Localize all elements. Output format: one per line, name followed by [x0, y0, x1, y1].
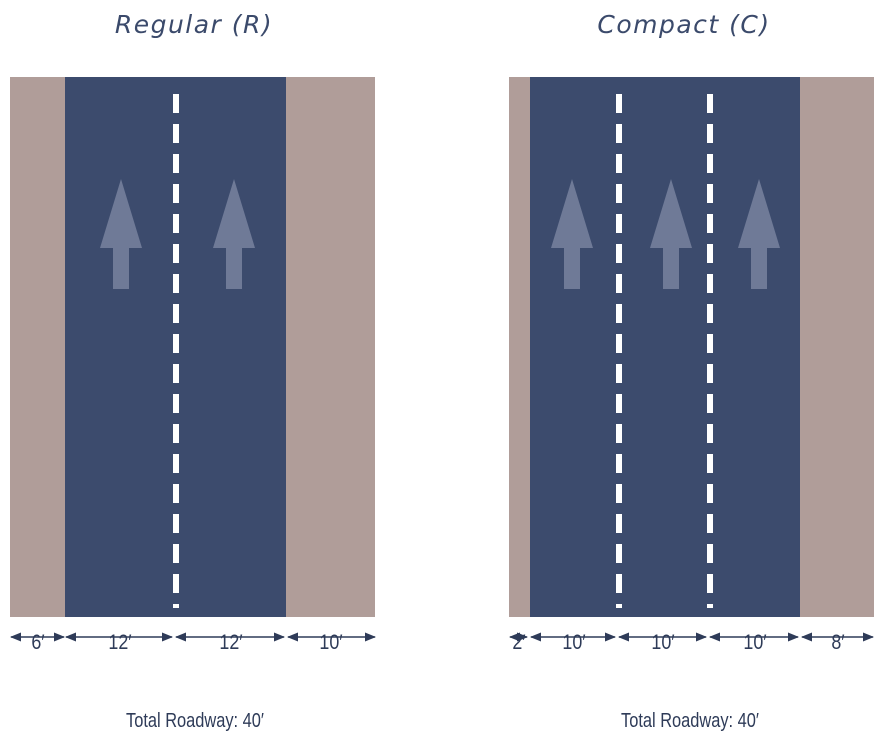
regular-width-label: 10′	[319, 631, 343, 654]
regular-left-shoulder	[10, 77, 65, 617]
regular-lane-divider	[173, 94, 179, 608]
compact-width-label: 10′	[651, 631, 675, 654]
up-arrow-icon	[650, 179, 692, 289]
regular-width-label: 6′	[31, 631, 45, 654]
regular-total-roadway: Total Roadway: 40′	[125, 710, 264, 732]
compact-total-roadway: Total Roadway: 40′	[620, 710, 759, 732]
up-arrow-icon	[551, 179, 593, 289]
up-arrow-icon	[738, 179, 780, 289]
regular-title: Regular (R)	[114, 10, 274, 39]
compact-lane-divider	[707, 94, 713, 608]
compact-roadway	[530, 77, 800, 617]
regular-right-shoulder	[286, 77, 375, 617]
regular-width-label: 12′	[219, 631, 243, 654]
regular-width-label: 12′	[108, 631, 132, 654]
compact-left-shoulder	[509, 77, 530, 617]
compact-width-label: 10′	[562, 631, 586, 654]
compact-right-shoulder	[800, 77, 874, 617]
compact-lane-divider	[616, 94, 622, 608]
up-arrow-icon	[213, 179, 255, 289]
compact-width-label: 10′	[743, 631, 767, 654]
compact-title: Compact (C)	[597, 10, 771, 39]
compact-width-label: 8′	[831, 631, 845, 654]
compact-width-label: 2′	[512, 631, 526, 654]
up-arrow-icon	[100, 179, 142, 289]
